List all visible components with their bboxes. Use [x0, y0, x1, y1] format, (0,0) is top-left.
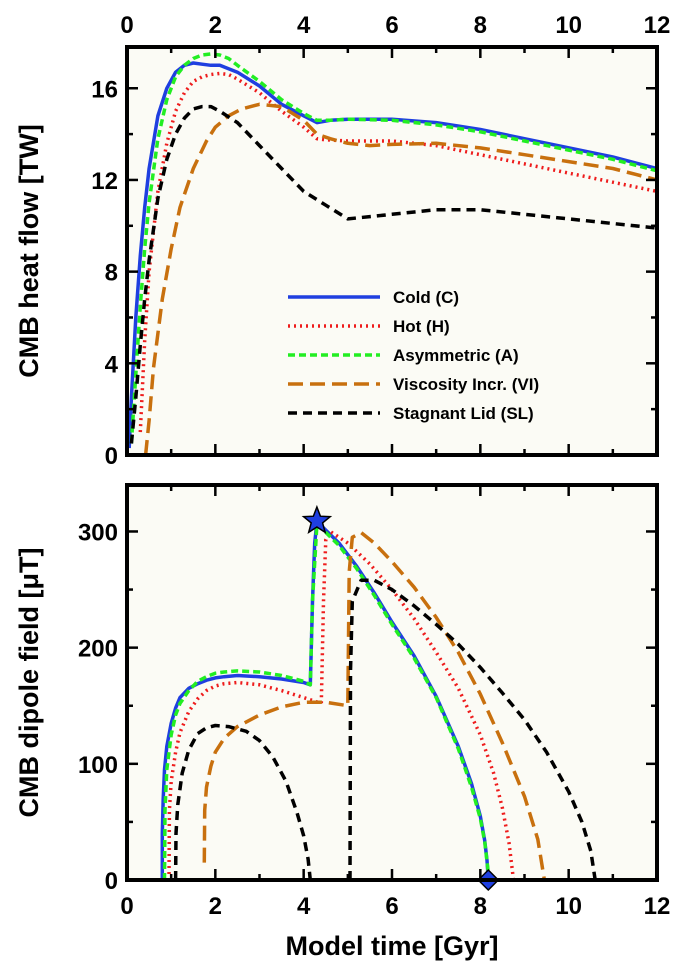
bottom-y-tick-label: 200 [78, 636, 118, 663]
bottom-y-tick-label: 100 [78, 752, 118, 779]
bottom-series-hot-h [167, 529, 516, 880]
bottom-series-group [160, 520, 597, 880]
top-y-axis-title: CMB heat flow [TW] [14, 124, 44, 377]
top-series-group [127, 52, 657, 455]
legend-label-viscosity-incr-vi: Viscosity Incr. (VI) [393, 375, 539, 394]
bottom-y-axis-title: CMB dipole field [μT] [14, 548, 44, 818]
top-x-tick-label: 4 [297, 12, 311, 39]
top-x-tick-label: 2 [209, 12, 222, 39]
top-series-viscosity-incr-vi [143, 102, 657, 455]
bottom-series-asymmetric-a [162, 522, 491, 880]
bottom-x-tick-label: 10 [555, 893, 582, 920]
bottom-x-axis-title: Model time [Gyr] [285, 931, 498, 961]
bottom-plot-area [127, 485, 657, 880]
top-series-asymmetric-a [129, 52, 657, 444]
bottom-y-tick-label: 300 [78, 519, 118, 546]
top-y-tick-label: 12 [91, 168, 118, 195]
bottom-x-tick-label: 0 [120, 893, 133, 920]
top-x-tick-label: 0 [120, 12, 133, 39]
bottom-x-tick-label: 6 [385, 893, 398, 920]
top-series-cold-c [127, 61, 657, 449]
top-y-tick-label: 16 [91, 76, 118, 103]
top-y-tick-label: 4 [105, 351, 119, 378]
legend-label-asymmetric-a: Asymmetric (A) [393, 346, 519, 365]
bottom-series-stagnant-lid-sl-2 [348, 578, 597, 880]
bottom-y-tick-label: 0 [105, 868, 118, 895]
top-y-tick-label: 0 [105, 443, 118, 470]
top-plot-area [127, 47, 657, 455]
bottom-x-tick-label: 2 [209, 893, 222, 920]
top-x-tick-label: 10 [555, 12, 582, 39]
top-series-hot-h [138, 71, 657, 433]
legend-label-hot-h: Hot (H) [393, 317, 450, 336]
top-x-tick-label: 6 [385, 12, 398, 39]
bottom-x-tick-label: 4 [297, 893, 311, 920]
top-x-tick-label: 12 [644, 12, 671, 39]
star-marker [301, 504, 333, 534]
heat-flow-panel: 0 2 4 6 8 10 12 0 4 8 12 16 CMB heat flow [TW] Cold (… [14, 12, 670, 470]
bottom-x-tick-label: 12 [644, 893, 671, 920]
bottom-x-tick-label: 8 [474, 893, 487, 920]
top-series-stagnant-lid-sl [129, 104, 657, 444]
legend-label-stagnant-lid-sl: Stagnant Lid (SL) [393, 404, 534, 423]
top-y-tick-label: 8 [105, 260, 118, 287]
bottom-series-viscosity-incr-vi [202, 530, 547, 880]
top-x-tick-label: 8 [474, 12, 487, 39]
dipole-field-panel: 0 2 4 6 8 10 12 0 100 200 300 CMB dipole field [μT]… [14, 483, 671, 961]
legend: Cold (C) Hot (H) Asymmetric (A) Viscosity I… [288, 288, 539, 423]
bottom-series-stagnant-lid-sl-1 [173, 723, 313, 880]
legend-label-cold-c: Cold (C) [393, 288, 459, 307]
